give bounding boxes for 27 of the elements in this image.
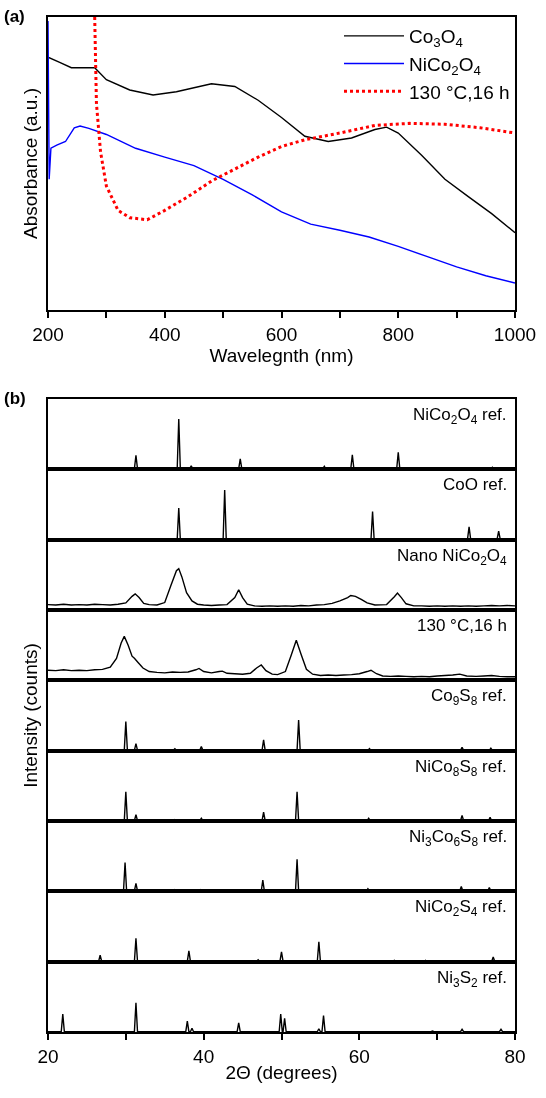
x-tick-label: 200 [32, 323, 64, 345]
x-tick-label: 1000 [493, 323, 537, 345]
x-tick-label: 40 [193, 1045, 215, 1067]
legend-label: 130 °C,16 h [409, 81, 510, 103]
x-tick-label: 20 [37, 1045, 59, 1067]
text: 130 °C,16 h [417, 616, 507, 635]
text: CoO ref. [443, 475, 508, 494]
y-axis-title: Absorbance (a.u.) [19, 87, 41, 240]
series-label: Nano NiCo$_{2}$O$_{4}$ [397, 546, 508, 568]
text: NiCo$_{2}$S$_{4}$ ref. [415, 897, 507, 919]
x-tick-label: 80 [504, 1045, 526, 1067]
text: (b) [4, 389, 26, 408]
series-label: NiCo$_{2}$O$_{4}$ ref. [413, 405, 507, 427]
x-tick-label: 400 [148, 323, 181, 345]
text: Ni$_{3}$S$_{2}$ ref. [437, 968, 507, 990]
x-axis-title: Wavelegnth (nm) [209, 344, 354, 366]
legend-label: NiCo$_{2}$O$_{4}$ [409, 53, 481, 78]
legend-label: Co$_{3}$O$_{4}$ [409, 26, 463, 51]
text: Ni$_{3}$Co$_{6}$S$_{8}$ ref. [409, 827, 508, 849]
x-axis-title: 2Θ (degrees) [225, 1061, 338, 1083]
x-tick-label: 800 [382, 323, 415, 345]
text: (a) [4, 7, 25, 26]
x-tick-label: 600 [265, 323, 298, 345]
y-axis-title: Intensity (counts) [19, 643, 41, 788]
text: NiCo$_{8}$S$_{8}$ ref. [415, 757, 507, 779]
x-tick-label: 60 [348, 1045, 370, 1067]
text: Co$_{9}$S$_{8}$ ref. [431, 686, 507, 708]
